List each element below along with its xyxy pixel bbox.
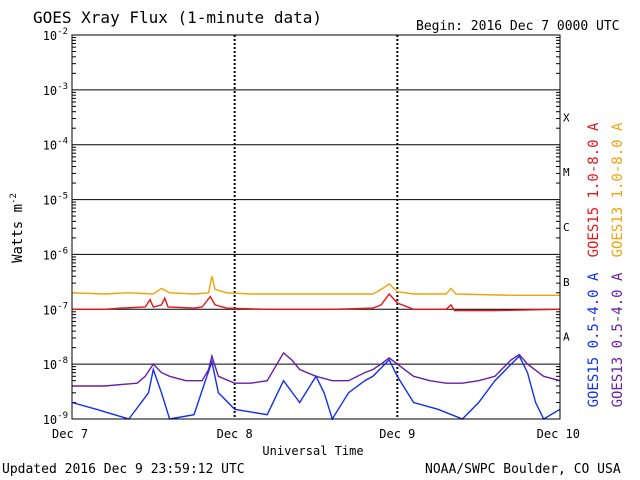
flare-class-labels: X M C B A — [563, 111, 570, 343]
legend: GOES15 1.0-8.0 A GOES13 1.0-8.0 A GOES15 0… — [586, 122, 626, 407]
series-layer — [71, 276, 561, 421]
credit-text: NOAA/SWPC Boulder, CO USA — [425, 462, 621, 477]
y-tick-label: 10-5 — [43, 192, 68, 208]
flare-class-label: A — [563, 331, 570, 344]
y-tick-label: 10-2 — [43, 27, 68, 43]
x-tick-label: Dec 8 — [217, 427, 253, 441]
grid-layer — [72, 34, 560, 420]
x-tick-label: Dec 7 — [52, 427, 88, 441]
x-tick-labels: Dec 7 Dec 8 Dec 9 Dec 10 — [52, 427, 580, 441]
x-tick-label: Dec 9 — [379, 427, 415, 441]
updated-time: Updated 2016 Dec 9 23:59:12 UTC — [2, 462, 245, 477]
y-tick-label: 10-3 — [43, 82, 68, 98]
flare-class-label: M — [563, 166, 570, 179]
chart-title: GOES Xray Flux (1-minute data) — [33, 8, 322, 27]
series-line — [72, 292, 561, 312]
legend-entry: GOES15 0.5-4.0 A — [586, 272, 602, 407]
y-axis-label: Watts m-2 — [9, 193, 26, 263]
y-tick-label: 10-9 — [43, 411, 68, 427]
y-axis-label-main: Watts m — [10, 204, 26, 263]
y-tick-labels: 10-2 10-3 10-4 10-5 10-6 10-7 10-8 10-9 — [43, 27, 68, 427]
series-line — [71, 276, 560, 296]
y-tick-label: 10-6 — [43, 246, 68, 262]
legend-entry: GOES13 0.5-4.0 A — [610, 272, 626, 407]
x-axis-label: Universal Time — [262, 444, 363, 458]
x-tick-label: Dec 10 — [537, 427, 580, 441]
begin-time: Begin: 2016 Dec 7 0000 UTC — [416, 19, 620, 34]
series-line — [72, 351, 561, 387]
flare-class-label: C — [563, 221, 570, 234]
y-axis-label-text: Watts m-2 — [9, 193, 26, 263]
legend-entry: GOES13 1.0-8.0 A — [610, 122, 626, 257]
y-tick-label: 10-4 — [43, 137, 68, 153]
flare-class-label: B — [563, 276, 570, 289]
y-tick-label: 10-8 — [43, 356, 68, 372]
flare-class-label: X — [563, 111, 570, 124]
y-axis-label-superscript: -2 — [9, 193, 19, 204]
y-tick-label: 10-7 — [43, 301, 68, 317]
legend-entry: GOES15 1.0-8.0 A — [586, 122, 602, 257]
series-line — [71, 354, 561, 421]
plot-frame — [71, 34, 561, 420]
